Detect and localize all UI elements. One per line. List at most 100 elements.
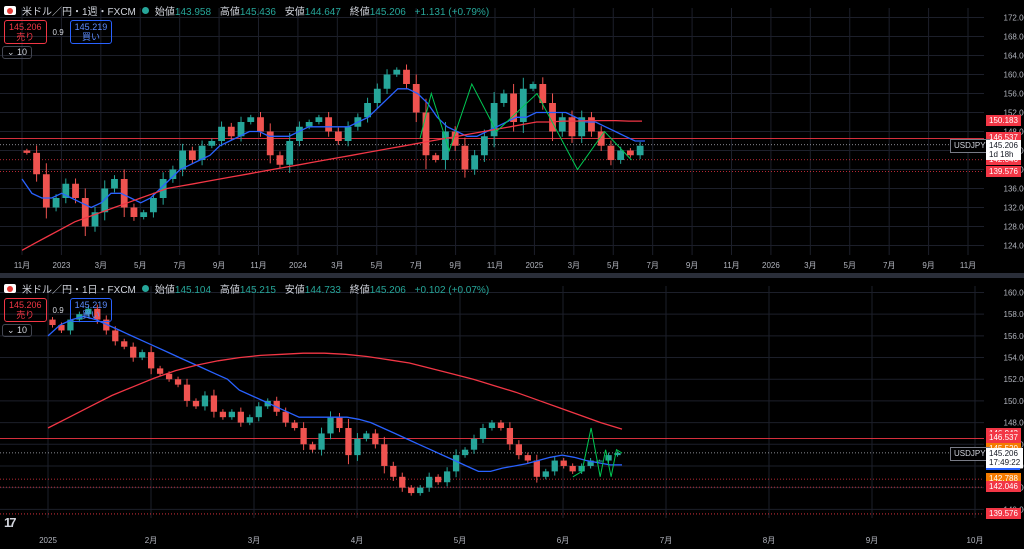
candle-body — [626, 150, 634, 156]
candle-body — [257, 117, 264, 132]
candle-body — [282, 411, 289, 423]
candle-body — [461, 449, 469, 456]
daily-candlestick-chart[interactable]: 160.000 158.000 156.000 154.000 152.000 150.0… — [0, 278, 1024, 549]
candle-body — [156, 368, 164, 374]
y-axis-tick-label: 136.000 — [1004, 185, 1024, 194]
tradingview-logo[interactable]: 17 — [4, 515, 17, 530]
candle-body — [442, 131, 449, 160]
x-axis-tick-label: 2025 — [39, 536, 57, 545]
weekly-chart-pane[interactable]: 172.000 168.000 164.000 160.000 156.000 152.0… — [0, 0, 1024, 273]
candle-body — [318, 433, 325, 450]
y-axis-tick-label: 156.000 — [1004, 332, 1024, 341]
candle-body — [305, 122, 313, 127]
chart-symbol-title[interactable]: 米ドル／円・1週・FXCM — [22, 7, 136, 18]
candle-body — [578, 117, 586, 137]
buy-button[interactable]: 145.219 買い — [69, 20, 113, 44]
candle-body — [42, 174, 50, 208]
candle-body — [255, 406, 262, 418]
candle-body — [150, 198, 157, 213]
y-axis-tick-label: 132.000 — [1004, 204, 1024, 213]
candle-body — [23, 150, 31, 153]
candle-body — [237, 411, 244, 423]
candle-body — [614, 452, 621, 456]
candle-body — [67, 319, 74, 331]
y-axis-tick-label: 124.000 — [1004, 242, 1024, 251]
ticker-tag: USDJPY — [950, 138, 990, 153]
candle-body — [490, 103, 498, 137]
price-tag: 146.537 — [986, 432, 1021, 444]
candle-body — [179, 150, 187, 170]
y-axis-tick-label: 168.000 — [1004, 33, 1024, 42]
candle-body — [372, 433, 379, 445]
buy-button[interactable]: 145.219 買い — [69, 298, 113, 322]
x-axis-tick-label: 5月 — [454, 536, 466, 545]
candle-body — [183, 384, 191, 401]
x-axis-tick-label: 2024 — [289, 261, 307, 270]
candle-body — [373, 88, 381, 103]
x-axis-tick-label: 9月 — [449, 261, 461, 270]
candle-body — [101, 188, 109, 213]
candle-body — [549, 103, 556, 132]
candle-body — [354, 438, 361, 456]
quantity-selector[interactable]: ⌄ 10 — [2, 46, 33, 59]
weekly-candlestick-chart[interactable]: 172.000 168.000 164.000 160.000 156.000 152.0… — [0, 0, 1024, 273]
candle-body — [578, 465, 585, 472]
candle-body — [426, 476, 433, 488]
candle-body — [479, 428, 487, 439]
candle-body — [364, 103, 371, 118]
x-axis-tick-label: 2025 — [526, 261, 544, 270]
x-axis-tick-label: 3月 — [568, 261, 580, 270]
price-tag: 142.788 — [986, 473, 1021, 485]
y-axis-tick-label: 160.000 — [1004, 289, 1024, 298]
candle-body — [218, 126, 225, 141]
candle-body — [390, 465, 397, 477]
daily-chart-pane[interactable]: 160.000 158.000 156.000 154.000 152.000 150.0… — [0, 278, 1024, 549]
chart-symbol-title[interactable]: 米ドル／円・1日・FXCM — [22, 285, 136, 296]
sell-button[interactable]: 145.206 売り — [4, 298, 47, 322]
japan-flag-icon — [4, 284, 16, 293]
candle-body — [276, 155, 284, 165]
candle-body — [33, 152, 41, 175]
candle-body — [219, 411, 227, 418]
candle-body — [58, 325, 65, 331]
candle-body — [497, 422, 505, 429]
candle-body — [201, 395, 209, 407]
pane-separator[interactable] — [0, 273, 1024, 278]
x-axis-tick-label: 9月 — [686, 261, 698, 270]
x-axis-tick-label: 9月 — [866, 536, 878, 545]
x-axis-tick-label: 11月 — [14, 261, 30, 270]
candle-body — [539, 84, 547, 103]
candle-body — [363, 433, 370, 439]
candle-body — [169, 169, 177, 179]
candle-body — [139, 352, 146, 358]
trade-panel: 145.206 売り 0.9 145.219 買い — [4, 20, 113, 44]
candle-body — [111, 179, 118, 189]
quantity-selector[interactable]: ⌄ 10 — [2, 324, 33, 337]
candle-body — [264, 400, 271, 407]
candle-body — [596, 460, 603, 462]
candle-body — [208, 141, 216, 146]
sell-button[interactable]: 145.206 売り — [4, 20, 47, 44]
candle-body — [246, 417, 253, 423]
candle-body — [587, 460, 594, 466]
candle-body — [617, 150, 625, 160]
candle-body — [165, 373, 173, 380]
candle-body — [471, 155, 479, 170]
market-status-icon — [141, 285, 149, 292]
candle-body — [192, 400, 200, 407]
candle-body — [325, 117, 333, 132]
candle-body — [237, 122, 245, 137]
x-axis-tick-label: 5月 — [134, 261, 146, 270]
price-tag: 139.576 — [986, 165, 1021, 177]
x-axis-tick-label: 2月 — [145, 536, 157, 545]
candle-body — [381, 444, 388, 466]
y-axis-tick-label: 152.000 — [1004, 109, 1024, 118]
candle-body — [393, 69, 401, 75]
candle-body — [52, 198, 60, 208]
candle-body — [85, 308, 92, 315]
candle-body — [519, 88, 527, 122]
candle-body — [228, 411, 235, 418]
x-axis-tick-label: 2023 — [53, 261, 71, 270]
candle-body — [568, 117, 576, 137]
candle-body — [296, 126, 303, 141]
